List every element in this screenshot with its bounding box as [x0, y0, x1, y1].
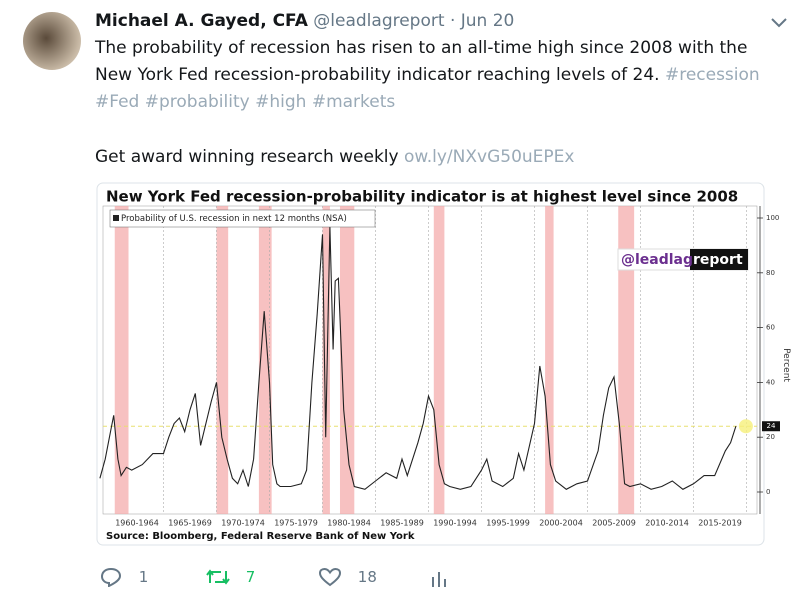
y-tick-label: 60 — [766, 324, 775, 332]
legend-swatch — [113, 215, 119, 221]
hashtag[interactable]: #probability — [144, 92, 250, 112]
x-tick-label: 1965-1969 — [168, 519, 212, 528]
watermark-a: @leadlag — [621, 252, 693, 268]
x-tick-label: 2000-2004 — [539, 519, 583, 528]
cta: Get award winning research weekly — [95, 147, 399, 167]
recession-band — [114, 206, 129, 514]
x-tick-label: 1970-1974 — [221, 519, 265, 528]
latest-point — [738, 419, 753, 434]
current-level-box — [762, 421, 780, 432]
x-tick-label: 1995-1999 — [486, 519, 530, 528]
recession-band — [216, 206, 229, 514]
recession-band — [618, 206, 635, 514]
reply[interactable]: 1 — [100, 567, 149, 588]
handle[interactable]: @leadlagreport — [313, 11, 445, 31]
recession-band — [545, 206, 554, 514]
hashtag[interactable]: #markets — [311, 92, 396, 112]
tweet-header: Michael A. Gayed, CFA @leadlagreport · J… — [95, 11, 514, 31]
x-tick-label: 1960-1964 — [115, 519, 159, 528]
recession-band — [339, 206, 355, 514]
tweet-cta: Get award winning research weekly ow.ly/… — [95, 144, 785, 171]
x-tick-label: 2010-2014 — [645, 519, 689, 528]
tweet-text: The probability of recession has risen t… — [95, 35, 785, 116]
hashtag[interactable]: #Fed — [95, 92, 140, 112]
watermark-b: report — [693, 252, 743, 268]
link[interactable]: ow.ly/NXvG50uEPEx — [404, 147, 575, 167]
recession-band — [258, 206, 272, 514]
hashtag[interactable]: #high — [255, 92, 307, 112]
y-tick-label: 20 — [766, 433, 775, 441]
y-tick-label: 100 — [766, 214, 779, 222]
author[interactable]: Michael A. Gayed, CFA — [95, 11, 308, 31]
retweet[interactable]: 7 — [205, 567, 255, 587]
x-tick-label: 2015-2019 — [698, 519, 742, 528]
series-line — [99, 226, 737, 490]
y-axis-label: Percent — [781, 348, 791, 382]
recession-band — [433, 206, 445, 514]
chart-title: New York Fed recession-probability indic… — [106, 188, 738, 206]
like[interactable]: 18 — [318, 567, 377, 587]
reply-count: 1 — [138, 567, 149, 586]
x-tick-label: 1985-1989 — [380, 519, 424, 528]
x-tick-label: 2005-2009 — [592, 519, 636, 528]
tweet-body: The probability of recession has risen t… — [95, 38, 748, 85]
retweet-count: 7 — [245, 567, 256, 586]
x-tick-label: 1980-1984 — [327, 519, 371, 528]
analytics[interactable] — [430, 569, 448, 589]
menu-caret[interactable] — [770, 16, 788, 30]
y-tick-label: 80 — [766, 269, 775, 277]
hashtags: #recession #Fed #probability #high #mark… — [95, 65, 760, 112]
x-tick-label: 1975-1979 — [274, 519, 318, 528]
hashtag[interactable]: #recession — [664, 65, 760, 85]
chart-source: Source: Bloomberg, Federal Reserve Bank … — [106, 531, 415, 542]
like-count: 18 — [357, 567, 377, 586]
y-tick-label: 40 — [766, 378, 775, 386]
legend-box — [109, 209, 376, 228]
current-level-label: 24 — [767, 422, 776, 430]
legend-label: Probability of U.S. recession in next 12… — [121, 214, 347, 224]
date[interactable]: · Jun 20 — [449, 11, 515, 31]
y-tick-label: 0 — [766, 488, 770, 496]
avatar[interactable] — [23, 12, 81, 70]
watermark-dark — [690, 249, 748, 270]
x-tick-label: 1990-1994 — [433, 519, 477, 528]
recession-band — [322, 206, 330, 514]
